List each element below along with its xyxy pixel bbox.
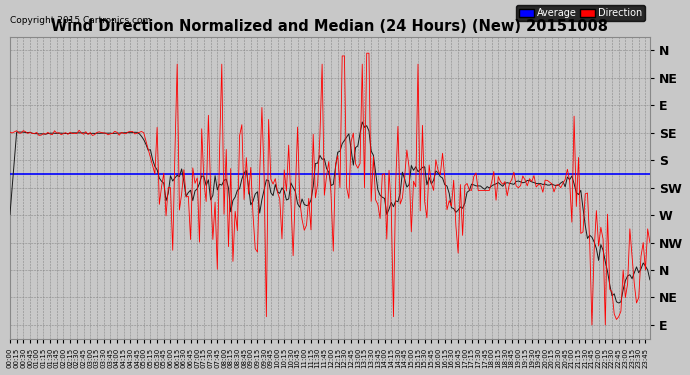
Legend: Average, Direction: Average, Direction [516, 5, 645, 21]
Text: Copyright 2015 Cartronics.com: Copyright 2015 Cartronics.com [10, 16, 151, 25]
Title: Wind Direction Normalized and Median (24 Hours) (New) 20151008: Wind Direction Normalized and Median (24… [52, 19, 609, 34]
